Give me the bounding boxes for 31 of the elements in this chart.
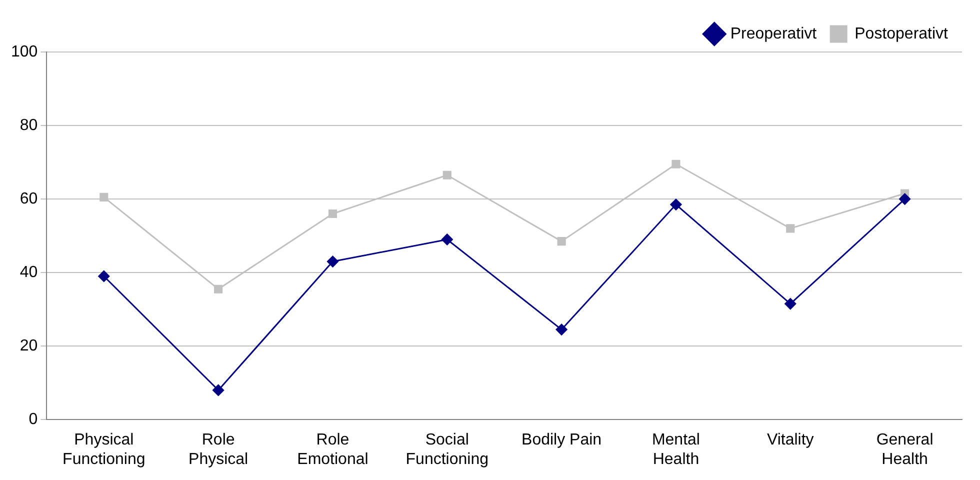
point [442,170,452,180]
y-tick-label: 40 [20,264,38,281]
point [328,209,338,218]
point [441,234,453,246]
x-tick-label: Social Functioning [406,432,488,468]
point [326,256,338,268]
legend-label: Postoperativt [854,25,949,42]
x-tick-label: Mental Health [652,432,700,468]
x-tick-label: General Health [876,432,934,468]
x-tick-label: Vitality [766,432,814,449]
x-tick-label: Role Physical [188,432,248,468]
point [786,224,795,233]
point [784,298,796,310]
y-tick-label: 60 [20,190,38,208]
y-tick-label: 20 [20,337,38,354]
point [672,160,680,168]
x-tick-label: Role Emotional [297,432,368,468]
point [100,192,108,202]
point [212,384,224,396]
point [557,237,566,246]
y-tick-label: 80 [20,116,38,134]
point [214,284,223,294]
point [556,324,568,336]
x-tick-label: Physical Functioning [62,432,146,468]
x-tick-label: Bodily Pain [522,432,602,449]
legend-label: Preoperativt [730,25,818,42]
point [899,193,911,205]
y-tick-label: 100 [10,43,38,60]
y-tick-label: 0 [28,411,38,428]
point [98,270,110,282]
point [670,198,682,210]
